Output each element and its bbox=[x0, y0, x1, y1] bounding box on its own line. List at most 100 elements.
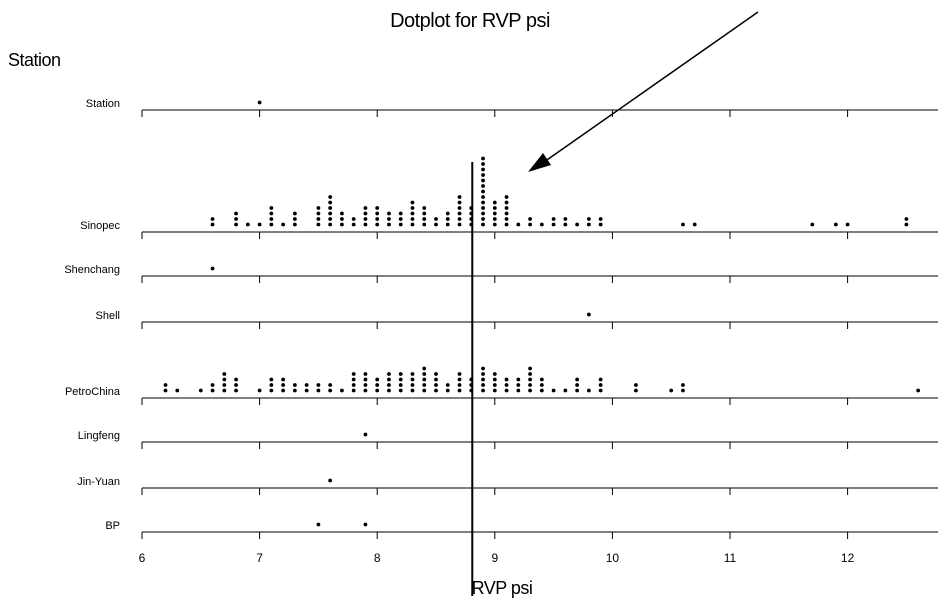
data-dot bbox=[316, 217, 321, 221]
data-dot bbox=[681, 388, 685, 393]
data-dot bbox=[422, 388, 427, 393]
data-dot bbox=[316, 522, 321, 527]
data-dot bbox=[422, 383, 427, 387]
data-dot bbox=[598, 377, 603, 382]
data-dot bbox=[234, 377, 238, 382]
data-dot bbox=[434, 372, 438, 376]
data-dot bbox=[398, 211, 403, 216]
data-dot bbox=[269, 206, 274, 210]
data-dot bbox=[492, 200, 497, 205]
data-dot bbox=[539, 222, 544, 227]
data-dot bbox=[281, 222, 286, 227]
data-dot bbox=[163, 388, 168, 393]
data-dot bbox=[269, 383, 274, 387]
data-dot bbox=[340, 222, 344, 227]
data-dot bbox=[492, 388, 497, 393]
data-dot bbox=[434, 388, 438, 393]
data-dot bbox=[457, 211, 462, 216]
data-dot bbox=[363, 522, 368, 527]
data-dot bbox=[387, 372, 391, 376]
data-dot bbox=[457, 388, 462, 393]
data-dot bbox=[387, 388, 391, 393]
data-dot bbox=[504, 217, 509, 221]
data-dot bbox=[398, 217, 403, 221]
data-dot bbox=[234, 388, 238, 393]
data-dot bbox=[281, 377, 286, 382]
data-dot bbox=[692, 222, 697, 227]
data-dot bbox=[328, 383, 333, 387]
data-dot bbox=[234, 222, 238, 227]
data-dot bbox=[210, 217, 215, 221]
x-tick-label: 11 bbox=[724, 551, 737, 565]
data-dot bbox=[481, 184, 485, 188]
data-dot bbox=[445, 222, 450, 227]
data-dot bbox=[410, 372, 415, 376]
data-dot bbox=[481, 366, 485, 371]
data-dot bbox=[457, 217, 462, 221]
data-dot bbox=[598, 383, 603, 387]
data-dot bbox=[340, 217, 344, 221]
data-dot bbox=[457, 200, 462, 205]
data-dot bbox=[269, 217, 274, 221]
data-dot bbox=[351, 222, 356, 227]
data-dot bbox=[563, 222, 568, 227]
data-dot bbox=[304, 383, 309, 387]
data-dot bbox=[351, 388, 356, 393]
data-dot bbox=[434, 383, 438, 387]
data-dot bbox=[586, 222, 591, 227]
data-dot bbox=[316, 222, 321, 227]
data-dot bbox=[445, 383, 450, 387]
data-dot bbox=[340, 388, 344, 393]
data-dot bbox=[375, 388, 380, 393]
data-dot bbox=[269, 222, 274, 227]
data-dot bbox=[481, 217, 485, 221]
data-dot bbox=[328, 217, 333, 221]
data-dot bbox=[904, 217, 909, 221]
data-dot bbox=[481, 372, 485, 376]
data-dot bbox=[234, 211, 238, 216]
data-dot bbox=[457, 195, 462, 199]
category-label-shenchang: Shenchang bbox=[64, 264, 120, 276]
data-dot bbox=[398, 372, 403, 376]
data-dot bbox=[398, 222, 403, 227]
data-dot bbox=[328, 388, 333, 393]
data-dot bbox=[257, 388, 262, 393]
data-dot bbox=[257, 222, 262, 227]
data-dot bbox=[669, 388, 674, 393]
data-dot bbox=[363, 372, 368, 376]
data-dot bbox=[398, 388, 403, 393]
data-dot bbox=[575, 377, 580, 382]
data-dot bbox=[504, 211, 509, 216]
data-dot bbox=[528, 388, 532, 393]
data-dot bbox=[375, 217, 380, 221]
data-dot bbox=[234, 383, 238, 387]
data-dot bbox=[810, 222, 815, 227]
category-label-jin-yuan: Jin-Yuan bbox=[77, 476, 120, 488]
data-dot bbox=[316, 383, 321, 387]
data-dot bbox=[328, 222, 333, 227]
data-dot bbox=[516, 388, 521, 393]
data-dot bbox=[375, 383, 380, 387]
category-label-bp: BP bbox=[105, 520, 120, 532]
data-dot bbox=[375, 211, 380, 216]
data-dot bbox=[457, 372, 462, 376]
data-dot bbox=[551, 217, 556, 221]
data-dot bbox=[492, 222, 497, 227]
data-dot bbox=[504, 200, 509, 205]
data-dot bbox=[387, 217, 391, 221]
data-dot bbox=[328, 211, 333, 216]
data-dot bbox=[375, 206, 380, 210]
data-dot bbox=[292, 217, 297, 221]
data-dot bbox=[351, 377, 356, 382]
x-tick-label: 8 bbox=[374, 551, 381, 565]
data-dot bbox=[328, 478, 333, 483]
data-dot bbox=[492, 383, 497, 387]
data-dot bbox=[351, 217, 356, 221]
data-dot bbox=[539, 388, 544, 393]
data-dot bbox=[410, 388, 415, 393]
data-dot bbox=[363, 383, 368, 387]
data-dot bbox=[504, 222, 509, 227]
data-dot bbox=[410, 377, 415, 382]
annotation-arrow-shaft bbox=[543, 11, 759, 163]
